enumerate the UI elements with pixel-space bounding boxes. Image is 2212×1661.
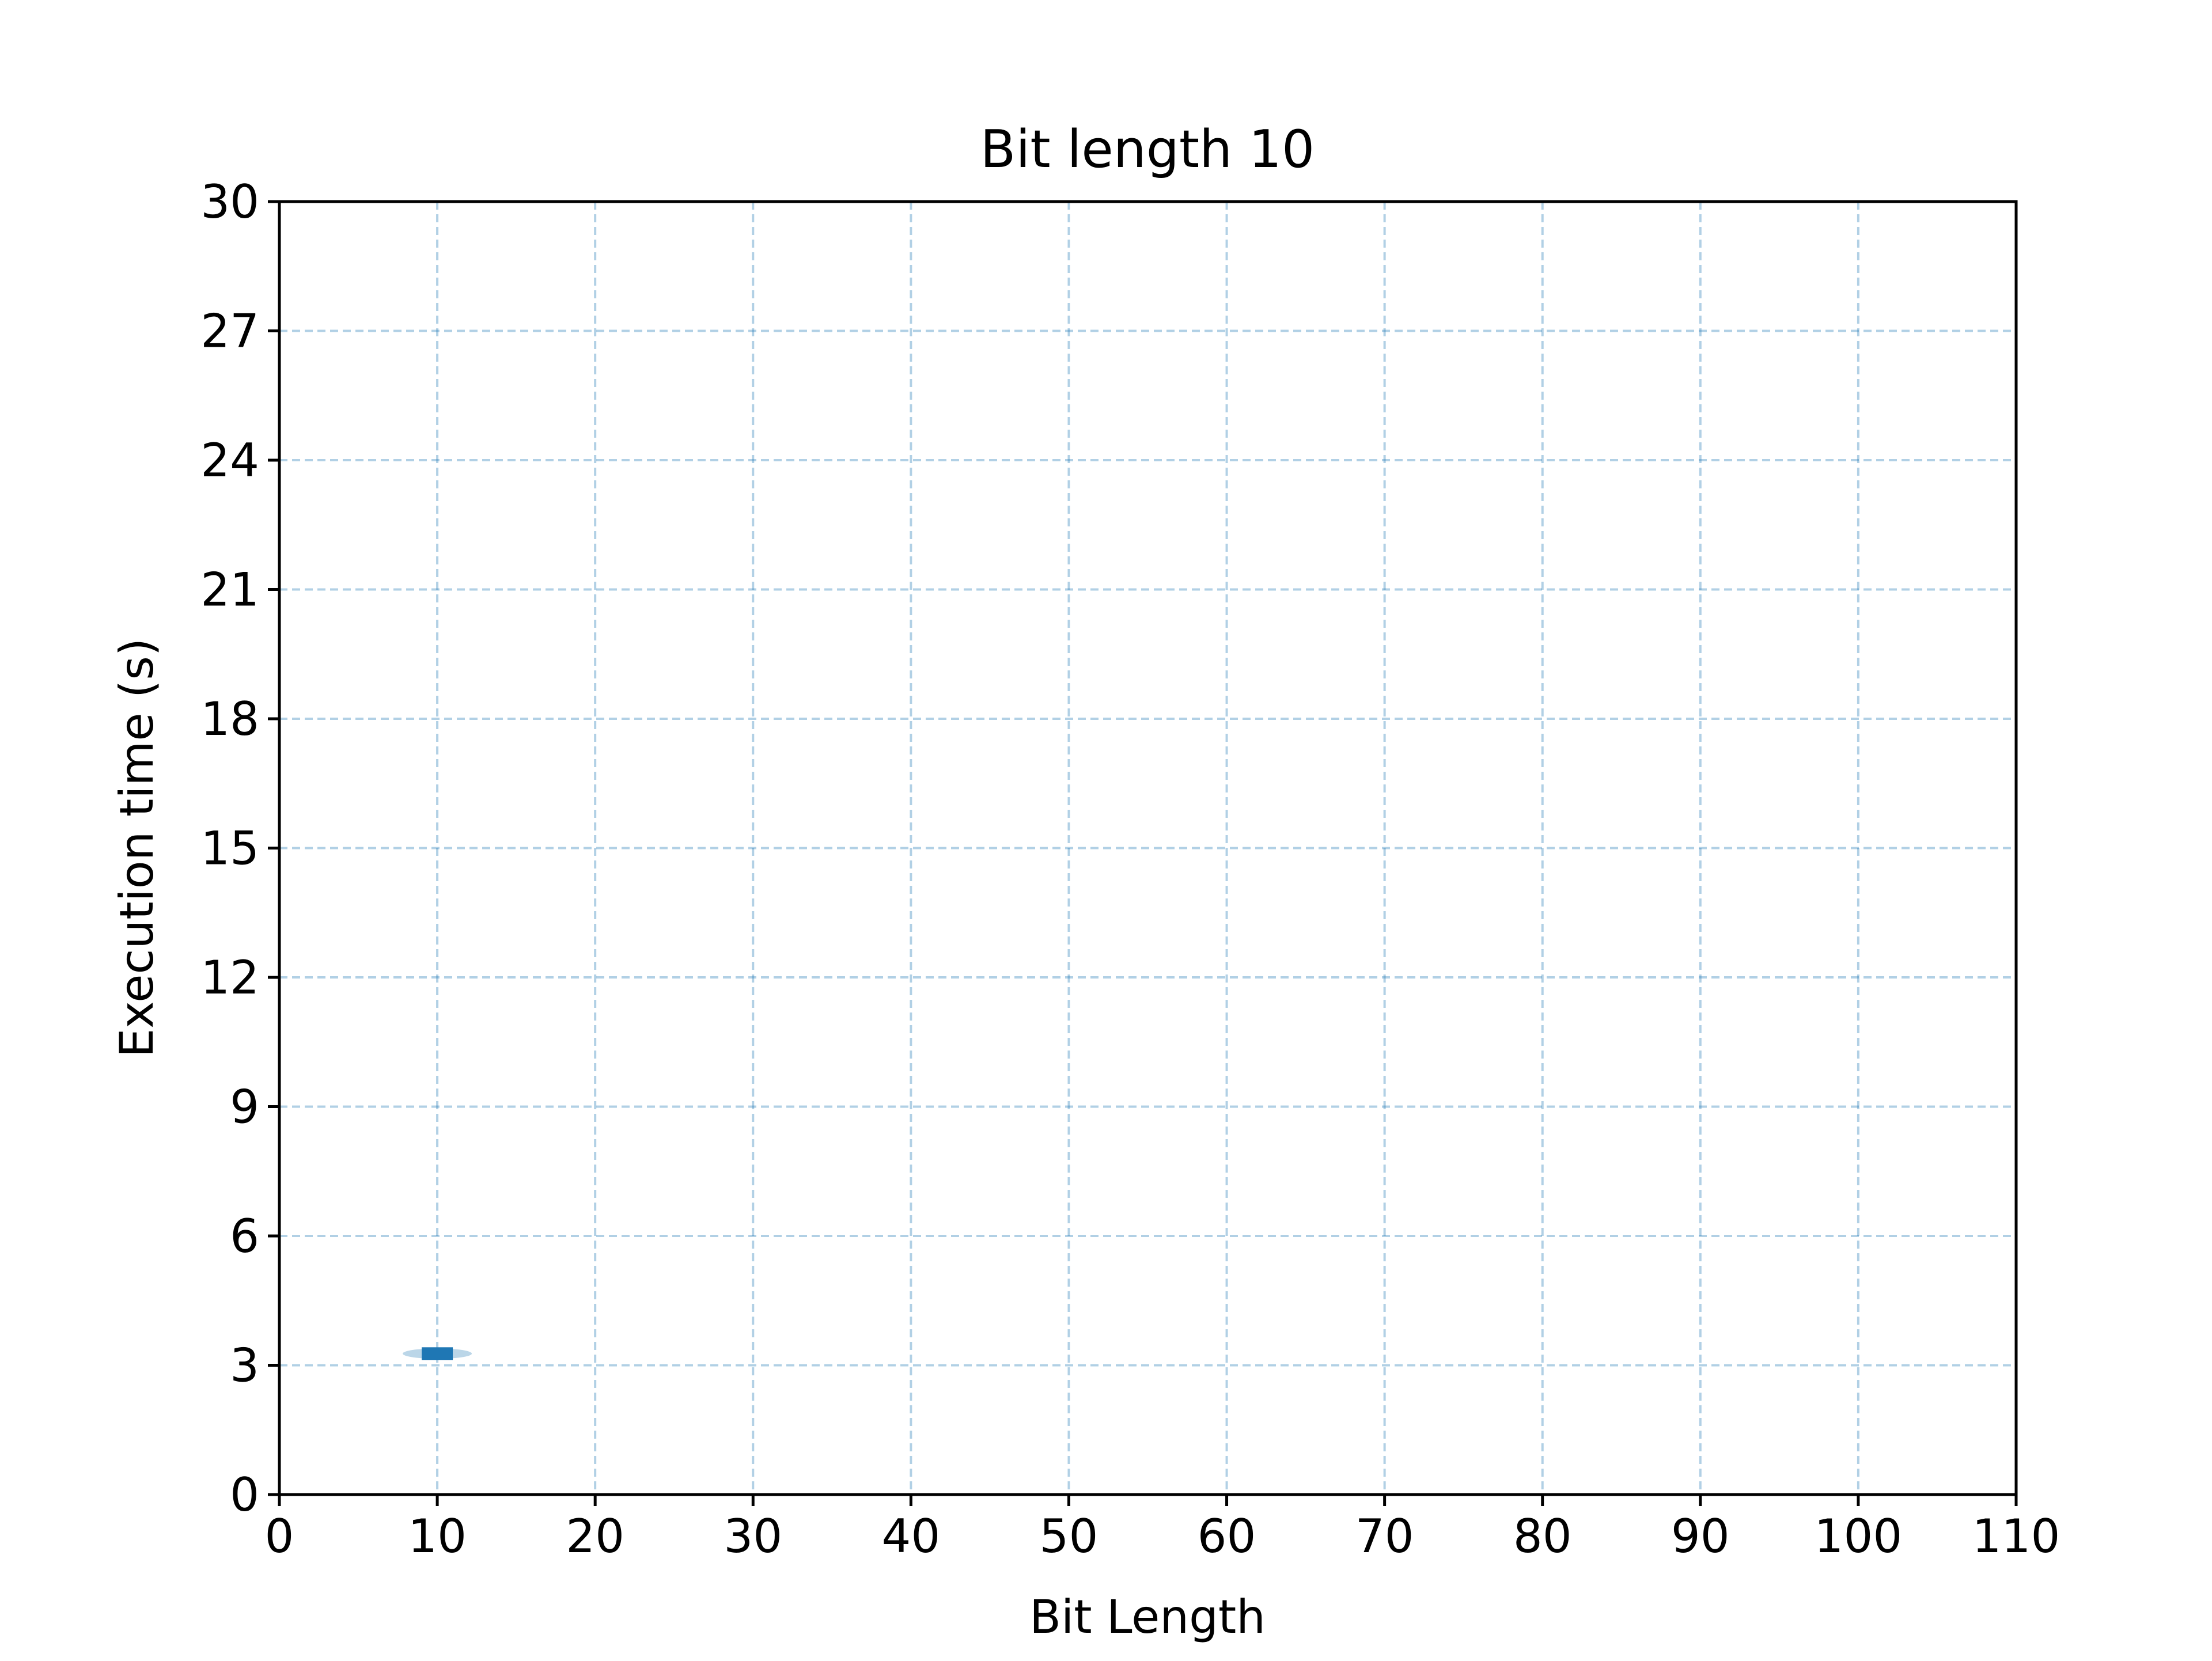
y-tick-label: 30 <box>200 175 259 229</box>
chart-title: Bit length 10 <box>980 119 1315 180</box>
y-tick-label: 27 <box>200 305 259 358</box>
x-tick-label: 10 <box>408 1510 467 1563</box>
violin-box <box>422 1347 453 1360</box>
x-tick-label: 70 <box>1355 1510 1414 1563</box>
x-axis-label: Bit Length <box>1029 1590 1266 1644</box>
tick-marks <box>268 200 2018 1506</box>
y-axis-label: Execution time (s) <box>110 638 164 1057</box>
y-tick-label: 21 <box>200 563 259 617</box>
y-tick-label: 3 <box>230 1339 259 1393</box>
x-tick-labels: 0 10 20 30 40 50 60 70 80 90 100 110 <box>265 1510 2061 1563</box>
y-tick-label: 12 <box>200 951 259 1004</box>
plot-marks <box>403 1347 472 1360</box>
y-tick-label: 6 <box>230 1209 259 1263</box>
x-tick-label: 50 <box>1040 1510 1099 1563</box>
y-tick-label: 9 <box>230 1080 259 1134</box>
x-tick-label: 20 <box>566 1510 624 1563</box>
x-tick-label: 100 <box>1815 1510 1903 1563</box>
y-tick-label: 15 <box>200 822 259 875</box>
x-tick-label: 80 <box>1513 1510 1572 1563</box>
y-tick-label: 24 <box>200 434 259 487</box>
y-tick-labels: 0 3 6 9 12 15 18 21 24 27 30 <box>200 175 259 1522</box>
x-tick-label: 0 <box>265 1510 294 1563</box>
x-tick-label: 110 <box>1972 1510 2061 1563</box>
grid <box>279 202 2016 1495</box>
x-tick-label: 40 <box>881 1510 940 1563</box>
y-tick-label: 0 <box>230 1468 259 1522</box>
y-tick-label: 18 <box>200 692 259 746</box>
x-tick-label: 90 <box>1671 1510 1730 1563</box>
x-tick-label: 30 <box>724 1510 782 1563</box>
x-tick-label: 60 <box>1198 1510 1256 1563</box>
